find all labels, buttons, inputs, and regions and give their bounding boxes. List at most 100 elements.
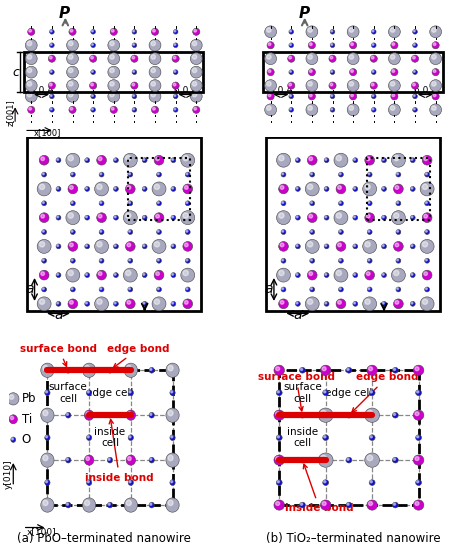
Circle shape [126, 213, 131, 218]
Circle shape [91, 30, 93, 32]
Circle shape [276, 367, 280, 371]
Circle shape [155, 157, 159, 161]
Circle shape [279, 271, 284, 276]
Circle shape [367, 258, 372, 263]
Circle shape [70, 243, 73, 247]
Circle shape [288, 82, 295, 89]
Circle shape [113, 215, 118, 220]
Circle shape [91, 30, 95, 34]
Circle shape [97, 184, 102, 190]
Circle shape [424, 157, 428, 161]
Circle shape [50, 43, 54, 47]
Circle shape [132, 43, 137, 47]
Circle shape [97, 242, 102, 247]
Circle shape [413, 30, 415, 32]
Circle shape [382, 244, 386, 249]
Circle shape [143, 273, 145, 275]
Circle shape [66, 80, 78, 92]
Circle shape [397, 201, 399, 204]
Circle shape [267, 93, 274, 100]
Text: surface bond: surface bond [258, 373, 335, 411]
Circle shape [372, 30, 376, 34]
Circle shape [411, 187, 413, 189]
Circle shape [422, 299, 428, 304]
Circle shape [172, 55, 179, 62]
Circle shape [320, 365, 331, 376]
Circle shape [289, 43, 293, 47]
Circle shape [325, 187, 327, 189]
Circle shape [43, 201, 45, 204]
Circle shape [432, 55, 436, 59]
Circle shape [186, 259, 188, 261]
Circle shape [325, 302, 327, 304]
Text: O: O [22, 433, 31, 446]
Circle shape [166, 453, 179, 467]
Circle shape [422, 242, 428, 247]
Circle shape [393, 413, 396, 415]
Circle shape [310, 94, 312, 97]
Circle shape [71, 201, 75, 206]
Circle shape [10, 416, 14, 420]
Circle shape [132, 70, 137, 74]
Circle shape [132, 108, 137, 112]
Circle shape [151, 81, 155, 86]
Circle shape [95, 297, 109, 311]
Circle shape [318, 453, 333, 467]
Circle shape [430, 80, 442, 92]
Circle shape [91, 83, 93, 86]
Circle shape [133, 30, 135, 32]
Circle shape [133, 108, 135, 110]
Circle shape [192, 41, 197, 46]
Circle shape [157, 201, 159, 204]
Circle shape [300, 367, 305, 373]
Circle shape [383, 245, 384, 247]
Circle shape [91, 94, 95, 99]
Circle shape [128, 288, 130, 290]
Circle shape [324, 244, 329, 249]
Circle shape [156, 287, 162, 292]
Circle shape [192, 55, 197, 59]
Circle shape [114, 245, 116, 247]
Circle shape [157, 259, 159, 261]
Circle shape [128, 287, 133, 292]
Circle shape [370, 436, 373, 438]
Circle shape [367, 287, 372, 292]
Circle shape [128, 230, 130, 232]
Circle shape [151, 106, 159, 113]
Circle shape [39, 184, 45, 190]
Circle shape [71, 258, 75, 263]
Circle shape [155, 214, 159, 218]
Circle shape [264, 26, 276, 38]
Circle shape [98, 214, 102, 218]
Circle shape [310, 201, 315, 206]
Circle shape [367, 365, 377, 376]
Circle shape [396, 229, 401, 234]
Circle shape [143, 245, 145, 247]
Circle shape [276, 412, 280, 416]
Circle shape [50, 108, 52, 110]
Circle shape [128, 172, 133, 177]
Circle shape [50, 70, 54, 74]
Circle shape [143, 187, 145, 189]
Circle shape [108, 39, 119, 51]
Circle shape [410, 215, 415, 220]
Circle shape [306, 53, 318, 65]
Circle shape [95, 239, 109, 253]
Circle shape [37, 297, 51, 311]
Text: a: a [25, 282, 34, 296]
Circle shape [56, 301, 61, 306]
Circle shape [114, 273, 116, 275]
Circle shape [347, 104, 359, 116]
Circle shape [128, 390, 134, 396]
Circle shape [68, 271, 73, 276]
Circle shape [57, 158, 59, 160]
Circle shape [331, 30, 333, 32]
Circle shape [91, 108, 93, 110]
Circle shape [85, 186, 90, 191]
Circle shape [310, 230, 312, 232]
Circle shape [87, 391, 89, 393]
Circle shape [173, 83, 176, 86]
Circle shape [277, 480, 280, 483]
Circle shape [347, 53, 359, 65]
Circle shape [111, 107, 114, 110]
